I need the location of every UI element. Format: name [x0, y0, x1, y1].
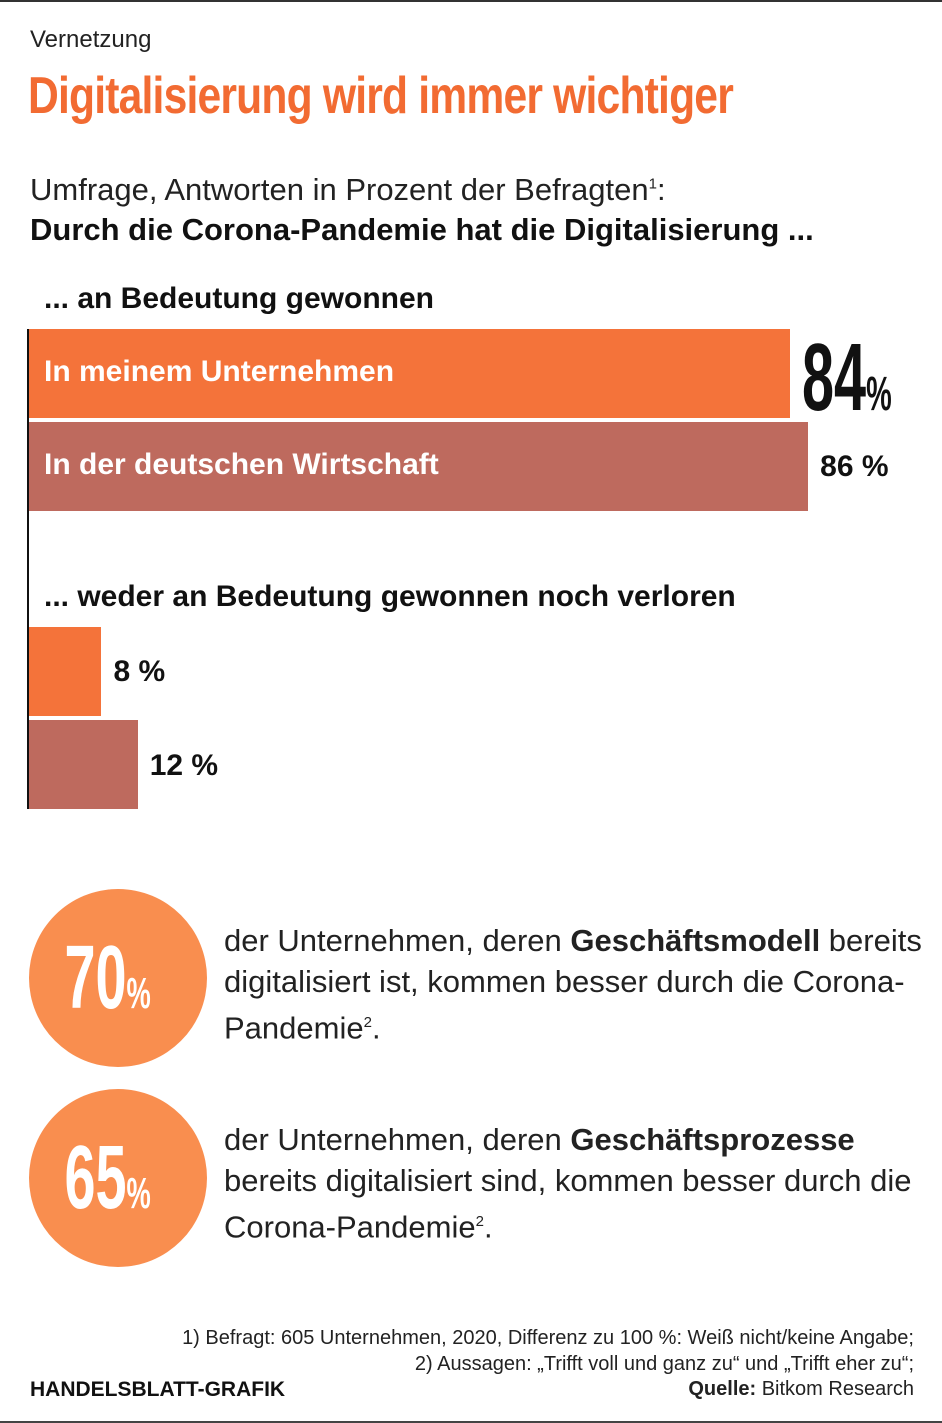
bar-gained-wirtschaft: In der deutschen Wirtschaft	[29, 422, 809, 511]
bar-gained-unternehmen: In meinem Unternehmen	[29, 329, 791, 418]
value: 84	[802, 324, 867, 431]
text: der Unternehmen, deren	[224, 1122, 571, 1157]
subtitle-text: Umfrage, Antworten in Prozent der Befrag…	[30, 172, 649, 207]
data-label-84: 84%	[802, 330, 892, 426]
text: bereits digitalisiert sind, kommen besse…	[224, 1163, 912, 1245]
chart-axis	[27, 329, 29, 809]
stat-circle-65: 65%	[29, 1089, 207, 1267]
data-label-86: 86 %	[820, 450, 889, 483]
text: .	[371, 1010, 381, 1046]
page-title: Digitalisierung wird immer wichtiger	[28, 67, 734, 125]
percent-sign: %	[126, 968, 152, 1018]
bottom-rule	[0, 1421, 942, 1423]
stat-text-70: der Unternehmen, deren Geschäftsmodell b…	[224, 920, 934, 1048]
footnote-2: 2) Aussagen: „Trifft voll und ganz zu“ u…	[414, 1353, 914, 1375]
text: der Unternehmen, deren	[224, 923, 571, 958]
bar-label: In meinem Unternehmen	[44, 355, 395, 388]
text: .	[483, 1209, 493, 1245]
source-name: Bitkom Research	[756, 1378, 914, 1400]
footnote-1: 1) Befragt: 605 Unternehmen, 2020, Diffe…	[182, 1327, 914, 1349]
footnote-ref: 2	[475, 1213, 484, 1230]
stat-value: 70	[64, 927, 127, 1028]
source-label: Quelle:	[688, 1378, 757, 1400]
percent-sign: %	[866, 368, 892, 421]
stat-value: 65	[64, 1127, 127, 1228]
data-label-8: 8 %	[113, 655, 166, 688]
top-rule	[0, 0, 942, 2]
stat-circle-70: 70%	[29, 889, 207, 1067]
subtitle: Umfrage, Antworten in Prozent der Befrag…	[30, 172, 666, 208]
group-label-gained: ... an Bedeutung gewonnen	[44, 282, 434, 315]
stat-text-65: der Unternehmen, deren Geschäftsprozesse…	[224, 1119, 934, 1247]
bar-label: In der deutschen Wirtschaft	[44, 448, 439, 481]
footnote-ref: 2	[363, 1014, 372, 1031]
text-bold: Geschäftsmodell	[570, 923, 821, 958]
source: Quelle: Bitkom Research	[688, 1378, 914, 1401]
percent-sign: %	[126, 1168, 152, 1218]
text: bereits digitalisiert ist, kommen besser…	[224, 923, 922, 1046]
text-bold: Geschäftsprozesse	[570, 1122, 855, 1157]
question: Durch die Corona-Pandemie hat die Digita…	[30, 212, 814, 247]
footnote-ref: 1	[648, 175, 657, 193]
group-label-neutral: ... weder an Bedeutung gewonnen noch ver…	[44, 580, 736, 613]
bar-neutral-unternehmen	[29, 627, 102, 716]
subtitle-colon: :	[656, 172, 666, 207]
kicker: Vernetzung	[30, 26, 152, 53]
data-label-12: 12 %	[149, 749, 219, 782]
brand: HANDELSBLATT-GRAFIK	[30, 1378, 286, 1401]
bar-neutral-wirtschaft	[29, 720, 138, 809]
